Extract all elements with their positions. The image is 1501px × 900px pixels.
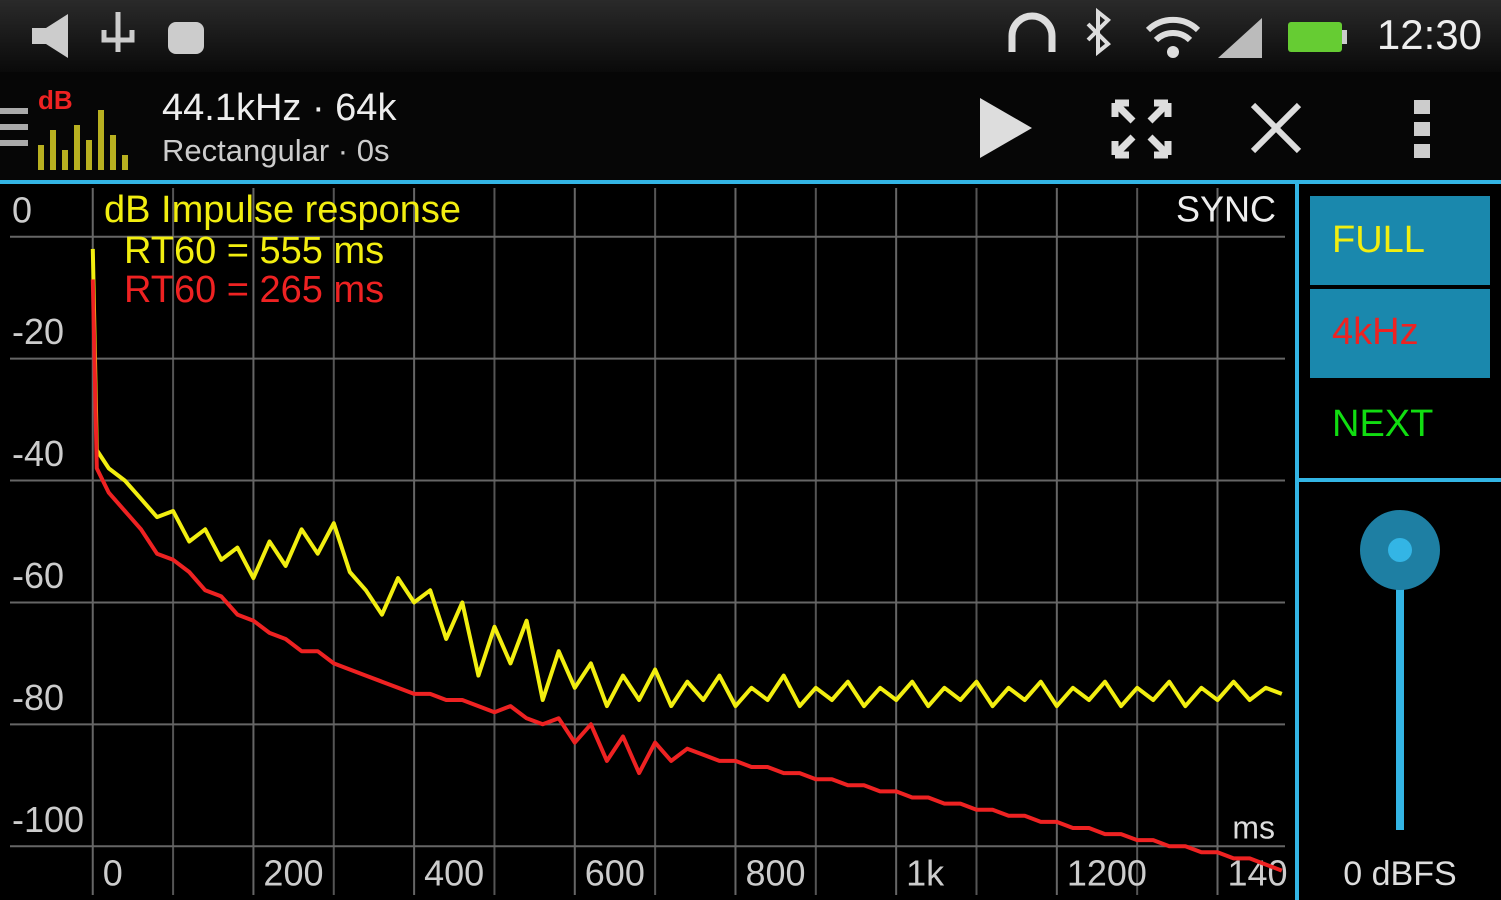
y-tick-label: -100 <box>12 799 84 840</box>
x-tick-label: 800 <box>745 853 805 894</box>
toolbar-subtitle: Rectangular · 0s <box>162 133 389 168</box>
panel-divider <box>1295 184 1299 900</box>
y-tick-label: -80 <box>12 677 64 718</box>
x-tick-label: 400 <box>424 853 484 894</box>
panel-divider <box>1299 478 1501 482</box>
y-tick-label: 0 <box>12 189 32 230</box>
x-tick-label: 1k <box>906 853 945 894</box>
panel-button-label: NEXT <box>1332 403 1433 445</box>
annotation: dB Impulse response <box>104 189 461 231</box>
4khz-button[interactable] <box>1310 289 1490 378</box>
series-line <box>90 279 1283 873</box>
status-bar <box>0 0 1501 72</box>
fullscreen-button[interactable] <box>1111 99 1172 159</box>
app-icon-label: dB <box>38 85 73 115</box>
slider-knob-center <box>1388 538 1412 562</box>
annotation: RT60 = 555 ms <box>124 230 384 272</box>
app-icon <box>0 108 128 170</box>
x-unit: ms <box>1232 809 1275 845</box>
panel-button-label: 4kHz <box>1332 311 1419 353</box>
y-tick-label: -40 <box>12 433 64 474</box>
play-button[interactable] <box>980 98 1032 158</box>
y-tick-label: -20 <box>12 311 64 352</box>
x-tick-label: 600 <box>585 853 645 894</box>
status-time: 12:30 <box>1377 11 1482 58</box>
status-icons <box>32 7 1347 58</box>
panel-button-label: FULL <box>1332 219 1425 261</box>
annotation: RT60 = 265 ms <box>124 269 384 311</box>
x-tick-label: 1200 <box>1067 853 1147 894</box>
series-line <box>90 248 1283 709</box>
slider-label: 0 dBFS <box>1343 855 1456 893</box>
x-tick-label: 0 <box>103 853 123 894</box>
y-tick-label: -60 <box>12 555 64 596</box>
full-button[interactable] <box>1310 196 1490 285</box>
sync-label: SYNC <box>1176 189 1276 230</box>
toolbar-divider <box>0 180 1501 184</box>
toolbar-title: 44.1kHz · 64k <box>162 87 397 129</box>
x-tick-label: 200 <box>263 853 323 894</box>
toolbar <box>0 72 1501 180</box>
close-button[interactable] <box>1250 102 1302 154</box>
menu-button[interactable] <box>1414 100 1430 158</box>
